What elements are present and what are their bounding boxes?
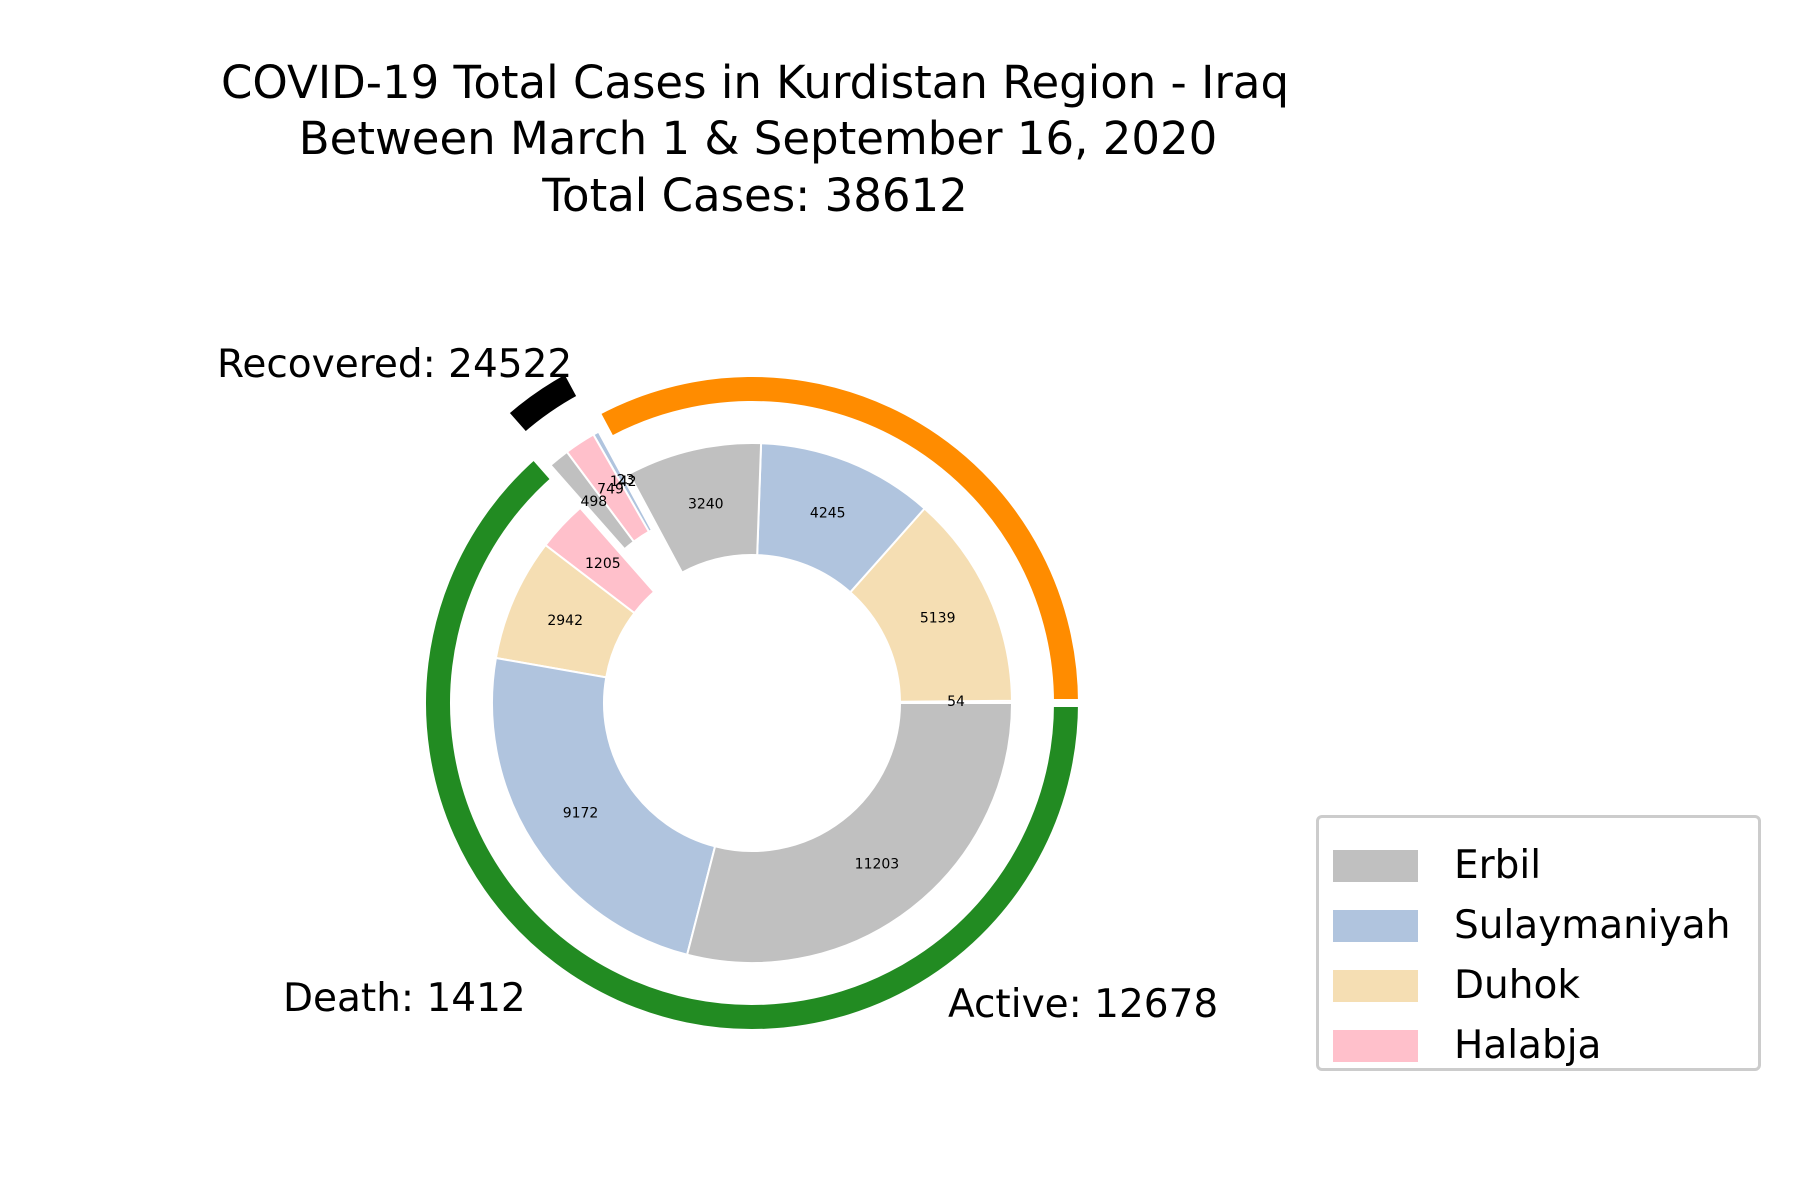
legend-swatch-halabja [1333, 1030, 1418, 1062]
outer-wedge-active [590, 369, 1087, 707]
outer-labels: Active: 12678 Death: 1412 Recovered: 245… [217, 342, 1218, 1027]
slice-label-active-duhok: 5139 [920, 611, 956, 627]
slice-label-death-duhok: 23 [617, 473, 635, 489]
legend-item-erbil: Erbil [1333, 846, 1541, 886]
legend-label-halabja: Halabja [1454, 1023, 1602, 1068]
legend: Erbil Sulaymaniyah Duhok Halabja [1316, 815, 1761, 1071]
inner-wedge-recovered-erbil [685, 702, 1014, 964]
legend-swatch-erbil [1333, 850, 1418, 882]
legend-item-duhok: Duhok [1333, 966, 1580, 1006]
outer-wedge-death [498, 364, 587, 443]
inner-wedge-active-erbil [627, 442, 763, 574]
slice-label-recovered-erbil: 11203 [855, 856, 900, 872]
outer-label-active: Active: 12678 [948, 982, 1218, 1027]
legend-swatch-duhok [1333, 970, 1418, 1002]
legend-label-erbil: Erbil [1454, 843, 1542, 888]
legend-swatch-sulaymaniyah [1333, 910, 1418, 942]
inner-wedge-death-erbil [549, 450, 636, 551]
slice-label-active-erbil: 3240 [688, 496, 724, 512]
outer-label-recovered: Recovered: 24522 [217, 342, 572, 387]
outer-label-death: Death: 1412 [283, 976, 526, 1021]
slice-label-death-erbil: 498 [580, 494, 607, 510]
chart-title: COVID-19 Total Cases in Kurdistan Region… [221, 56, 1289, 222]
legend-label-sulaymaniyah: Sulaymaniyah [1454, 903, 1731, 948]
slice-label-death-sulaymaniyah: 142 [610, 474, 637, 490]
inner-wedge-recovered-sulaymaniyah [491, 656, 717, 956]
title-line-3: Total Cases: 38612 [541, 169, 968, 222]
slice-label-recovered-sulaymaniyah: 9172 [563, 805, 599, 821]
outer-wedge-recovered [418, 449, 1087, 1037]
slice-label-recovered-halabja: 1205 [585, 556, 621, 572]
slice-label-recovered-duhok: 2942 [547, 613, 583, 629]
legend-item-sulaymaniyah: Sulaymaniyah [1333, 906, 1730, 946]
title-line-2: Between March 1 & September 16, 2020 [299, 112, 1217, 165]
legend-item-halabja: Halabja [1333, 1026, 1601, 1066]
slice-label-active-halabja: 54 [947, 694, 965, 710]
title-line-1: COVID-19 Total Cases in Kurdistan Region… [221, 56, 1289, 109]
slice-label-death-halabja: 749 [597, 482, 624, 498]
slice-label-active-sulaymaniyah: 4245 [810, 506, 846, 522]
inner-ring [491, 429, 1014, 964]
legend-label-duhok: Duhok [1454, 963, 1580, 1008]
outer-ring [418, 364, 1087, 1037]
